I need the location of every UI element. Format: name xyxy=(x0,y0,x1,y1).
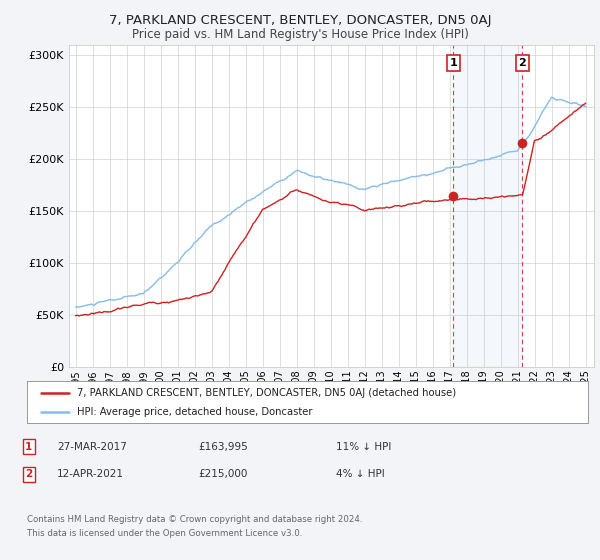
Text: £163,995: £163,995 xyxy=(198,442,248,452)
Text: 27-MAR-2017: 27-MAR-2017 xyxy=(57,442,127,452)
Text: 2: 2 xyxy=(25,469,32,479)
Text: Contains HM Land Registry data © Crown copyright and database right 2024.: Contains HM Land Registry data © Crown c… xyxy=(27,515,362,524)
Text: 1: 1 xyxy=(449,58,457,68)
Text: 4% ↓ HPI: 4% ↓ HPI xyxy=(336,469,385,479)
Text: HPI: Average price, detached house, Doncaster: HPI: Average price, detached house, Donc… xyxy=(77,407,313,417)
Text: £215,000: £215,000 xyxy=(198,469,247,479)
Text: Price paid vs. HM Land Registry's House Price Index (HPI): Price paid vs. HM Land Registry's House … xyxy=(131,28,469,41)
Text: This data is licensed under the Open Government Licence v3.0.: This data is licensed under the Open Gov… xyxy=(27,529,302,538)
Bar xyxy=(454,45,523,367)
Text: 7, PARKLAND CRESCENT, BENTLEY, DONCASTER, DN5 0AJ: 7, PARKLAND CRESCENT, BENTLEY, DONCASTER… xyxy=(109,14,491,27)
Text: 12-APR-2021: 12-APR-2021 xyxy=(57,469,124,479)
Text: 11% ↓ HPI: 11% ↓ HPI xyxy=(336,442,391,452)
Text: 1: 1 xyxy=(25,442,32,452)
Text: 2: 2 xyxy=(518,58,526,68)
Text: 7, PARKLAND CRESCENT, BENTLEY, DONCASTER, DN5 0AJ (detached house): 7, PARKLAND CRESCENT, BENTLEY, DONCASTER… xyxy=(77,388,457,398)
